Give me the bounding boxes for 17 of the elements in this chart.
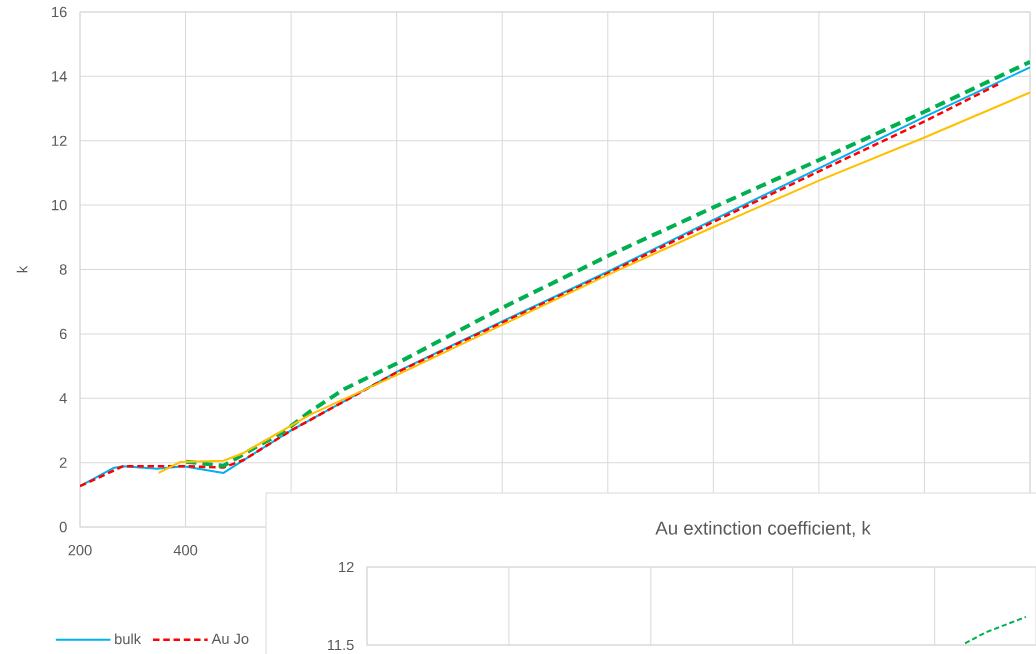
y-tick-label: 8 (59, 264, 67, 275)
legend-label: Au Jo (211, 633, 249, 644)
y-tick-label: 0 (59, 521, 67, 533)
y-tick-label: 6 (59, 328, 67, 340)
y-tick-label: 14 (52, 71, 67, 82)
y-tick-label: 4 (59, 393, 67, 404)
x-tick-label: 200 (68, 545, 92, 556)
y-tick-label: 12 (52, 135, 67, 146)
y-tick-label: 16 (52, 6, 67, 18)
y-tick-label: 12 (339, 561, 354, 573)
y-tick-label: 2 (59, 457, 67, 468)
y-axis-title: k (16, 265, 28, 273)
x-tick-label: 400 (173, 545, 198, 556)
y-tick-label: 11.5 (327, 639, 354, 651)
y-tick-label: 10 (52, 199, 67, 211)
chart-title: Au extinction coefficient, k (655, 521, 871, 537)
legend-label: bulk (115, 633, 142, 645)
